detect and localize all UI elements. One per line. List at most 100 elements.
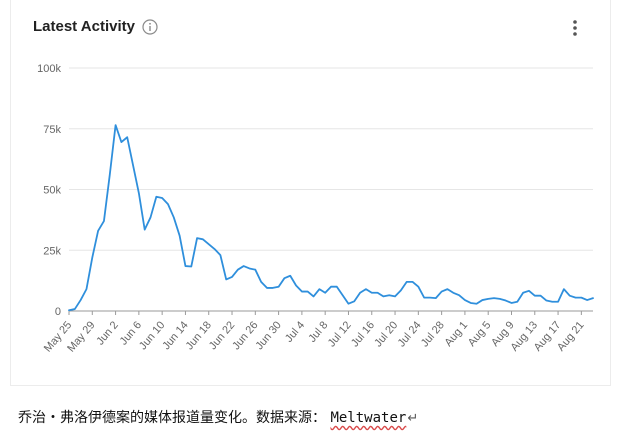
x-tick-label: Jun 30 xyxy=(253,319,283,352)
data-point xyxy=(126,136,128,138)
figure-caption: 乔治・弗洛伊德案的媒体报道量变化。数据来源： Meltwater↵ xyxy=(18,407,418,427)
data-point xyxy=(190,266,192,268)
x-tick-label: Jul 28 xyxy=(419,319,447,349)
data-point xyxy=(429,297,431,299)
data-point xyxy=(493,297,495,299)
data-point xyxy=(167,203,169,205)
data-point xyxy=(208,243,210,245)
data-point xyxy=(91,257,93,259)
data-point xyxy=(266,287,268,289)
data-point xyxy=(545,300,547,302)
data-point xyxy=(173,216,175,218)
data-point xyxy=(476,303,478,305)
data-point xyxy=(324,292,326,294)
data-point xyxy=(406,281,408,283)
more-vertical-icon[interactable] xyxy=(565,18,585,38)
data-point xyxy=(452,292,454,294)
y-tick-label: 0 xyxy=(55,306,61,318)
data-point xyxy=(109,174,111,176)
data-point xyxy=(295,284,297,286)
data-point xyxy=(301,291,303,293)
caption-source: Meltwater xyxy=(330,410,407,426)
caption-text: 乔治・弗洛伊德案的媒体报道量变化。数据来源： xyxy=(18,410,326,426)
data-point xyxy=(540,295,542,297)
data-point xyxy=(522,292,524,294)
data-point xyxy=(115,124,117,126)
data-point xyxy=(219,254,221,256)
data-point xyxy=(470,302,472,304)
data-point xyxy=(580,297,582,299)
data-point xyxy=(528,290,530,292)
data-point xyxy=(394,295,396,297)
x-tick-label: Jul 24 xyxy=(396,319,424,349)
data-point xyxy=(155,196,157,198)
data-point xyxy=(569,295,571,297)
data-point xyxy=(400,289,402,291)
y-tick-label: 25k xyxy=(43,245,61,257)
x-tick-label: Aug 5 xyxy=(466,319,494,349)
data-point xyxy=(563,288,565,290)
data-point xyxy=(388,294,390,296)
data-point xyxy=(184,265,186,267)
data-point xyxy=(516,301,518,303)
data-point xyxy=(423,297,425,299)
data-point xyxy=(179,235,181,237)
data-point xyxy=(313,295,315,297)
data-point xyxy=(196,237,198,239)
data-point xyxy=(446,288,448,290)
y-tick-label: 100k xyxy=(37,63,61,75)
x-tick-label: Jul 4 xyxy=(283,319,307,345)
data-point xyxy=(505,300,507,302)
data-point xyxy=(458,294,460,296)
data-point xyxy=(307,291,309,293)
data-point xyxy=(510,302,512,304)
data-point xyxy=(534,295,536,297)
data-point xyxy=(225,278,227,280)
data-point xyxy=(342,294,344,296)
data-point xyxy=(138,192,140,194)
data-point xyxy=(336,286,338,288)
data-point xyxy=(551,301,553,303)
data-point xyxy=(283,277,285,279)
data-point xyxy=(417,286,419,288)
data-point xyxy=(68,309,70,311)
data-point xyxy=(214,248,216,250)
data-point xyxy=(243,265,245,267)
data-point xyxy=(103,220,105,222)
data-point xyxy=(330,286,332,288)
data-point xyxy=(202,238,204,240)
data-point xyxy=(586,299,588,301)
data-point xyxy=(377,292,379,294)
data-point xyxy=(161,197,163,199)
latest-activity-card: Latest Activity 0 25k 50k 75k 100k May 25 May … xyxy=(10,0,611,386)
data-point xyxy=(318,288,320,290)
data-point xyxy=(254,269,256,271)
data-point xyxy=(289,275,291,277)
data-point xyxy=(85,288,87,290)
data-point xyxy=(371,292,373,294)
data-point xyxy=(557,301,559,303)
data-point xyxy=(260,281,262,283)
data-point xyxy=(97,230,99,232)
y-tick-label: 50k xyxy=(43,185,61,197)
data-point xyxy=(120,141,122,143)
x-tick-label: Aug 1 xyxy=(443,319,471,349)
data-point xyxy=(487,298,489,300)
data-point xyxy=(464,299,466,301)
data-point xyxy=(441,291,443,293)
data-point xyxy=(74,308,76,310)
data-point xyxy=(347,303,349,305)
data-point xyxy=(382,295,384,297)
x-tick-label: Jun 2 xyxy=(94,319,120,347)
x-tick-label: Jul 12 xyxy=(326,319,354,349)
data-point xyxy=(575,297,577,299)
info-circle-icon[interactable] xyxy=(142,19,158,35)
data-point xyxy=(144,229,146,231)
data-point xyxy=(278,286,280,288)
activity-series-line xyxy=(68,124,594,312)
data-point xyxy=(481,299,483,301)
data-point xyxy=(365,288,367,290)
data-point xyxy=(272,287,274,289)
data-point xyxy=(132,164,134,166)
